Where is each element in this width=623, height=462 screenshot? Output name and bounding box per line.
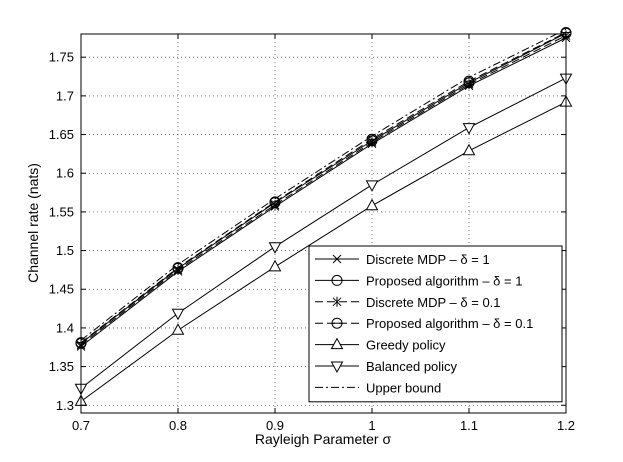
marker-x-stroke <box>332 254 342 264</box>
marker-circle <box>331 274 343 286</box>
marker-circle-minus <box>366 133 378 145</box>
x-axis-label: Rayleigh Parameter σ <box>255 431 392 447</box>
legend-label: Proposed algorithm – δ = 1 <box>366 273 522 288</box>
x-tick-label: 1.1 <box>460 418 478 433</box>
plot-frame <box>80 33 567 414</box>
legend-entry: Upper bound <box>315 380 441 395</box>
series-6 <box>80 28 567 341</box>
axes: 0.7 0.8 0.9 1 1.1 1.2 1.3 1.35 1.4 1.45 1.5 1.55 1.6… <box>49 34 575 433</box>
marker-triangle-up <box>171 323 185 335</box>
legend-label: Proposed algorithm – δ = 0.1 <box>366 316 533 331</box>
series-4 <box>74 95 573 406</box>
marker-triangle-up <box>462 143 476 156</box>
y-tick-label: 1.45 <box>49 282 74 297</box>
y-tick-label: 1.65 <box>49 127 74 142</box>
y-tick-label: 1.5 <box>56 243 74 258</box>
legend-label: Discrete MDP – δ = 0.1 <box>366 295 501 310</box>
legend-entry: Proposed algorithm – δ = 1 <box>315 273 522 288</box>
y-tick-label: 1.6 <box>56 166 74 181</box>
series-line <box>80 32 567 344</box>
x-tick-label: 0.9 <box>266 418 284 433</box>
marker-triangle-down <box>365 180 379 192</box>
series-line <box>80 35 567 346</box>
legend-entry: Balanced policy <box>315 359 458 374</box>
marker-triangle-down <box>268 242 282 254</box>
marker-triangle-up <box>330 337 344 350</box>
legend-entry: Discrete MDP – δ = 1 <box>315 252 490 267</box>
series-line <box>80 101 567 402</box>
y-axis-label: Channel rate (nats) <box>25 163 41 283</box>
legend-box <box>308 245 563 403</box>
legend-entry: Greedy policy <box>315 337 446 353</box>
series-line <box>80 32 567 344</box>
marker-triangle-up <box>365 198 379 211</box>
marker-star <box>332 296 342 307</box>
legend: Discrete MDP – δ = 1 Proposed algorithm –… <box>308 245 563 403</box>
marker-circle-minus <box>331 317 343 329</box>
y-tick-label: 1.3 <box>56 398 74 413</box>
series-layer <box>74 26 573 406</box>
marker-x <box>332 254 342 264</box>
x-tick-label: 1.2 <box>557 418 575 433</box>
marker-circle-minus <box>269 196 281 208</box>
y-tick-label: 1.7 <box>56 88 74 103</box>
series-line <box>80 28 567 341</box>
legend-label: Discrete MDP – δ = 1 <box>366 252 490 267</box>
legend-label: Upper bound <box>366 380 441 395</box>
y-tick-label: 1.4 <box>56 320 74 335</box>
y-tick-label: 1.75 <box>49 50 74 65</box>
x-tick-label: 0.7 <box>72 418 90 433</box>
marker-triangle-up <box>268 259 282 272</box>
series-2 <box>76 30 571 350</box>
legend-label: Balanced policy <box>366 359 458 374</box>
y-tick-label: 1.35 <box>49 359 74 374</box>
y-tick-label: 1.55 <box>49 204 74 219</box>
series-line <box>80 37 567 347</box>
x-tick-label: 0.8 <box>169 418 187 433</box>
marker-triangle-down <box>171 308 185 321</box>
marker-triangle-down <box>330 361 344 374</box>
x-tick-label: 1 <box>368 418 375 433</box>
legend-entry: Proposed algorithm – δ = 0.1 <box>315 316 533 331</box>
series-line <box>80 77 567 389</box>
marker-triangle-down <box>462 123 476 135</box>
legend-label: Greedy policy <box>366 338 446 353</box>
legend-entry: Discrete MDP – δ = 0.1 <box>315 295 501 310</box>
marker-circle-minus <box>463 75 475 87</box>
